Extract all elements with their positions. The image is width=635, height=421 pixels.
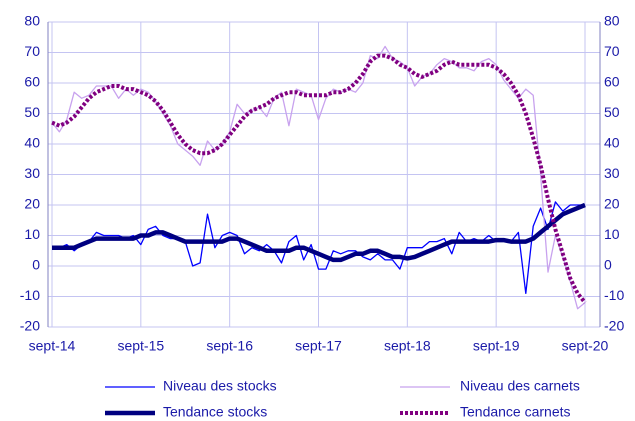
legend-label: Tendance stocks [163, 404, 267, 420]
legend-label: Niveau des carnets [460, 378, 580, 394]
series-line [52, 202, 586, 263]
legend-label: Tendance carnets [460, 404, 571, 420]
y2-tick-label: 80 [604, 13, 620, 29]
y2-tick-label: 40 [604, 135, 620, 151]
x-tick-label: sept-14 [29, 338, 76, 354]
y2-tick-label: 60 [604, 74, 620, 90]
y-tick-label: 50 [24, 104, 40, 120]
y-tick-label: 0 [32, 257, 40, 273]
y-tick-label: -20 [20, 318, 40, 334]
y-tick-label: 40 [24, 135, 40, 151]
x-tick-label: sept-19 [473, 338, 520, 354]
x-tick-label: sept-20 [562, 338, 609, 354]
y-tick-label: 10 [24, 226, 40, 242]
series-line [51, 53, 587, 304]
y-tick-label: 60 [24, 74, 40, 90]
x-tick-label: sept-15 [117, 338, 164, 354]
x-tick-label: sept-18 [384, 338, 431, 354]
y-tick-label: 80 [24, 13, 40, 29]
y-tick-label: 30 [24, 165, 40, 181]
y-tick-label: 70 [24, 43, 40, 59]
series-line [51, 45, 586, 310]
y-tick-label: 20 [24, 196, 40, 212]
y2-tick-label: 70 [604, 43, 620, 59]
y2-tick-label: 10 [604, 226, 620, 242]
y2-tick-label: 0 [604, 257, 612, 273]
y2-tick-label: -20 [604, 318, 624, 334]
x-tick-label: sept-16 [206, 338, 253, 354]
legend-label: Niveau des stocks [163, 378, 277, 394]
y2-tick-label: -10 [604, 287, 624, 303]
y-tick-label: -10 [20, 287, 40, 303]
y2-tick-label: 20 [604, 196, 620, 212]
y2-tick-label: 30 [604, 165, 620, 181]
y2-tick-label: 50 [604, 104, 620, 120]
x-tick-label: sept-17 [295, 338, 342, 354]
